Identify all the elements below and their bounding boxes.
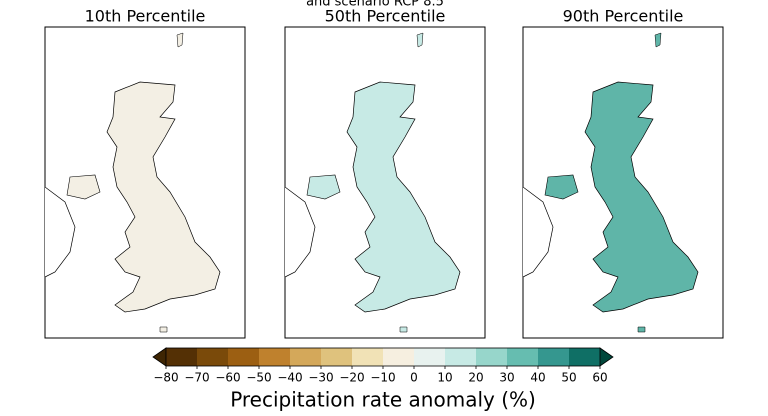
colorbar-segment: [166, 348, 198, 366]
colorbar-segment: [538, 348, 570, 366]
panel-title: 90th Percentile: [563, 7, 684, 26]
colorbar-segment: [569, 348, 601, 366]
colorbar-tick-label: −40: [277, 371, 302, 385]
colorbar-segment: [383, 348, 415, 366]
colorbar-segment: [476, 348, 508, 366]
colorbar-tick-label: 50: [561, 371, 576, 385]
colorbar-tick-label: 20: [468, 371, 483, 385]
colorbar-segment: [414, 348, 446, 366]
colorbar-tick-label: 40: [530, 371, 545, 385]
colorbar-tick-label: 30: [499, 371, 514, 385]
panel-title: 50th Percentile: [325, 7, 446, 26]
colorbar-label: Precipitation rate anomaly (%): [230, 388, 536, 412]
colorbar-segment: [228, 348, 260, 366]
colorbar-under: [152, 347, 167, 367]
colorbar-segment: [507, 348, 539, 366]
colorbar-segment: [352, 348, 384, 366]
colorbar-tick-label: 10: [437, 371, 452, 385]
colorbar-tick-label: −80: [153, 371, 178, 385]
colorbar-segment: [259, 348, 291, 366]
colorbar-tick-label: 0: [410, 371, 418, 385]
colorbar-segment: [197, 348, 229, 366]
colorbar-over: [599, 347, 614, 367]
header-text: and scenario RCP 8.5: [306, 0, 444, 10]
colorbar-segment: [445, 348, 477, 366]
colorbar-tick-label: −30: [308, 371, 333, 385]
colorbar-tick-label: −20: [339, 371, 364, 385]
colorbar-tick-label: −50: [246, 371, 271, 385]
colorbar-segment: [321, 348, 353, 366]
colorbar-segment: [290, 348, 322, 366]
panel-title: 10th Percentile: [85, 7, 206, 26]
colorbar-tick-label: −60: [215, 371, 240, 385]
colorbar-tick-label: −70: [184, 371, 209, 385]
colorbar-tick-label: 60: [592, 371, 607, 385]
colorbar-tick-label: −10: [370, 371, 395, 385]
